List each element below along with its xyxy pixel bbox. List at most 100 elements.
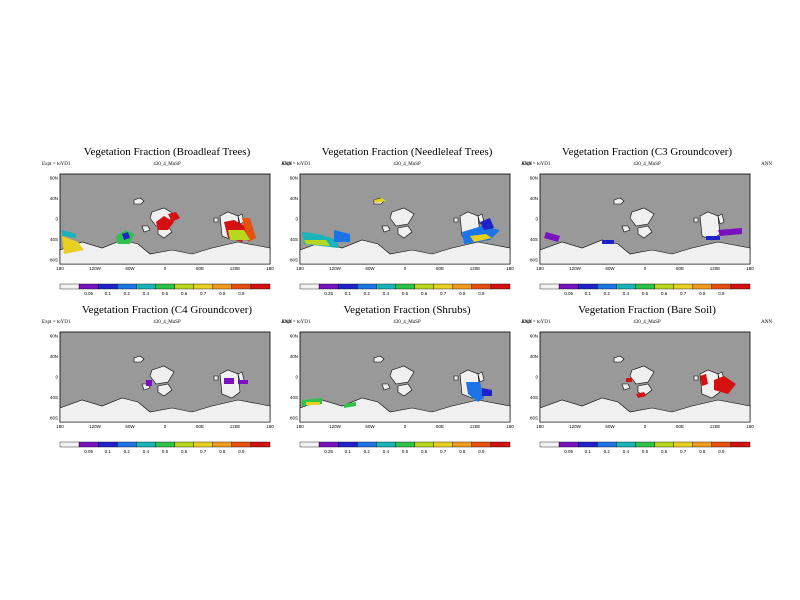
colorbar-tick-label: 0.1 bbox=[585, 291, 592, 296]
colorbar-swatch bbox=[730, 441, 751, 448]
lat-tick-label: 40S bbox=[530, 395, 538, 400]
land-mass bbox=[717, 213, 725, 225]
lat-tick-label: 40N bbox=[50, 196, 58, 201]
vegetation-patch bbox=[470, 234, 492, 242]
colorbar-swatch bbox=[414, 283, 434, 290]
vegetation-patch bbox=[706, 236, 720, 240]
panel-title: Vegetation Fraction (Shrubs) bbox=[343, 304, 471, 316]
colorbar-tick-label: 0.5 bbox=[402, 291, 409, 296]
colorbar-tick-label: 0.5 bbox=[402, 449, 409, 454]
colorbar-swatch bbox=[577, 283, 598, 290]
lat-tick-label: 40S bbox=[290, 237, 298, 242]
land-mass bbox=[629, 365, 655, 385]
period-label: ANN bbox=[761, 320, 772, 325]
lat-tick-label: 60N bbox=[290, 176, 298, 181]
colorbar-swatch bbox=[337, 283, 358, 290]
lon-tick-label: 0 bbox=[164, 424, 167, 429]
vegetation-patch bbox=[482, 388, 492, 396]
colorbar-tick-label: 0.6 bbox=[661, 291, 668, 296]
colorbar-tick-label: 0.5 bbox=[642, 449, 649, 454]
colorbar-tick-label: 0.1 bbox=[345, 449, 352, 454]
land-mass bbox=[397, 225, 413, 239]
land-mass bbox=[373, 355, 385, 363]
colorbar-tick-label: 0.2 bbox=[124, 449, 131, 454]
colorbar-swatch bbox=[654, 441, 674, 448]
land-mass bbox=[157, 383, 173, 397]
lat-tick-label: 60N bbox=[530, 334, 538, 339]
lat-tick-label: 40N bbox=[530, 196, 538, 201]
lat-tick-label: 40S bbox=[290, 395, 298, 400]
colorbar-swatch bbox=[490, 441, 511, 448]
lat-tick-label: 40N bbox=[50, 354, 58, 359]
colorbar-swatch bbox=[376, 441, 396, 448]
land-mass bbox=[621, 383, 631, 391]
land-mass bbox=[141, 225, 151, 233]
colorbar-tick-label: 0.1 bbox=[105, 449, 112, 454]
colorbar-swatch bbox=[250, 441, 271, 448]
vegetation-patch bbox=[714, 376, 736, 394]
lat-tick-label: 0 bbox=[295, 217, 298, 222]
colorbar-swatch bbox=[59, 283, 80, 290]
lat-tick-label: 80S bbox=[290, 258, 298, 263]
lat-tick-label: 60N bbox=[530, 176, 538, 181]
colorbar-swatch bbox=[395, 283, 415, 290]
colorbar-tick-label: 0.2 bbox=[604, 291, 611, 296]
vegetation-patch bbox=[304, 240, 330, 246]
run-label: 430_4_MuSP bbox=[633, 162, 661, 167]
colorbar-swatch bbox=[337, 441, 358, 448]
lat-tick-label: 60N bbox=[50, 176, 58, 181]
vegetation-patch bbox=[62, 236, 84, 254]
lat-tick-label: 80S bbox=[530, 258, 538, 263]
lat-tick-label: 0 bbox=[535, 375, 538, 380]
colorbar-swatch bbox=[250, 283, 271, 290]
colorbar-tick-label: 0.6 bbox=[421, 449, 428, 454]
colorbar-swatch bbox=[318, 283, 339, 290]
lon-tick-label: 120W bbox=[329, 424, 342, 429]
map-plot: 60N 40N 0 40S 80S 180 120W 60W 0 60E 120E 180 bbox=[290, 331, 514, 429]
lon-tick-label: 120W bbox=[89, 424, 102, 429]
expt-label: Expt = toYD1 bbox=[42, 320, 71, 325]
lat-tick-label: 40N bbox=[530, 354, 538, 359]
vegetation-patch bbox=[224, 378, 234, 384]
colorbar-swatch bbox=[673, 283, 693, 290]
lon-tick-label: 180 bbox=[746, 424, 754, 429]
colorbar-swatch bbox=[318, 441, 339, 448]
colorbar-tick-label: 0.9 bbox=[478, 449, 485, 454]
panel-subtitle-row: Expt = toYD1 430_4_MuSP ANN bbox=[522, 162, 772, 170]
colorbar-swatch bbox=[299, 441, 320, 448]
colorbar-swatch bbox=[97, 283, 118, 290]
lat-tick-label: 80S bbox=[50, 258, 58, 263]
land-mass bbox=[213, 375, 219, 381]
colorbar-tick-label: 0.7 bbox=[440, 449, 447, 454]
period-label: ANN bbox=[281, 320, 292, 325]
colorbar-tick-label: 0.8 bbox=[459, 291, 466, 296]
colorbar-swatch bbox=[692, 441, 713, 448]
colorbar-tick-label: 0.8 bbox=[699, 449, 706, 454]
lon-tick-label: 60E bbox=[436, 424, 444, 429]
land-mass bbox=[637, 225, 653, 239]
colorbar-swatch bbox=[539, 441, 560, 448]
lat-tick-label: 80S bbox=[530, 416, 538, 421]
vegetation-patch bbox=[544, 232, 560, 242]
land-mass bbox=[133, 355, 145, 363]
land-mass bbox=[629, 207, 655, 227]
colorbar-swatch bbox=[136, 441, 156, 448]
colorbar-swatch bbox=[558, 283, 579, 290]
land-mass bbox=[453, 375, 459, 381]
colorbar-tick-label: 0.05 bbox=[564, 449, 573, 454]
lon-tick-label: 120E bbox=[470, 424, 481, 429]
lat-tick-label: 0 bbox=[55, 217, 58, 222]
panel-title: Vegetation Fraction (Bare Soil) bbox=[578, 304, 716, 316]
colorbar-tick-label: 0.7 bbox=[680, 449, 687, 454]
lon-tick-label: 60E bbox=[436, 266, 444, 271]
land-mass bbox=[621, 225, 631, 233]
vegetation-patch bbox=[306, 402, 320, 405]
lon-tick-label: 120W bbox=[329, 266, 342, 271]
colorbar-swatch bbox=[577, 441, 598, 448]
colorbar-swatch bbox=[193, 441, 213, 448]
map-plot: 60N 40N 0 40S 80S 180 120W 60W 0 60E 120E 180 bbox=[530, 173, 754, 271]
colorbar: 0.25 0.1 0.2 0.4 0.5 0.6 0.7 0.8 0.9 bbox=[299, 441, 511, 454]
vegetation-patch bbox=[168, 212, 180, 222]
land-mass bbox=[389, 207, 415, 227]
lat-tick-label: 60N bbox=[50, 334, 58, 339]
